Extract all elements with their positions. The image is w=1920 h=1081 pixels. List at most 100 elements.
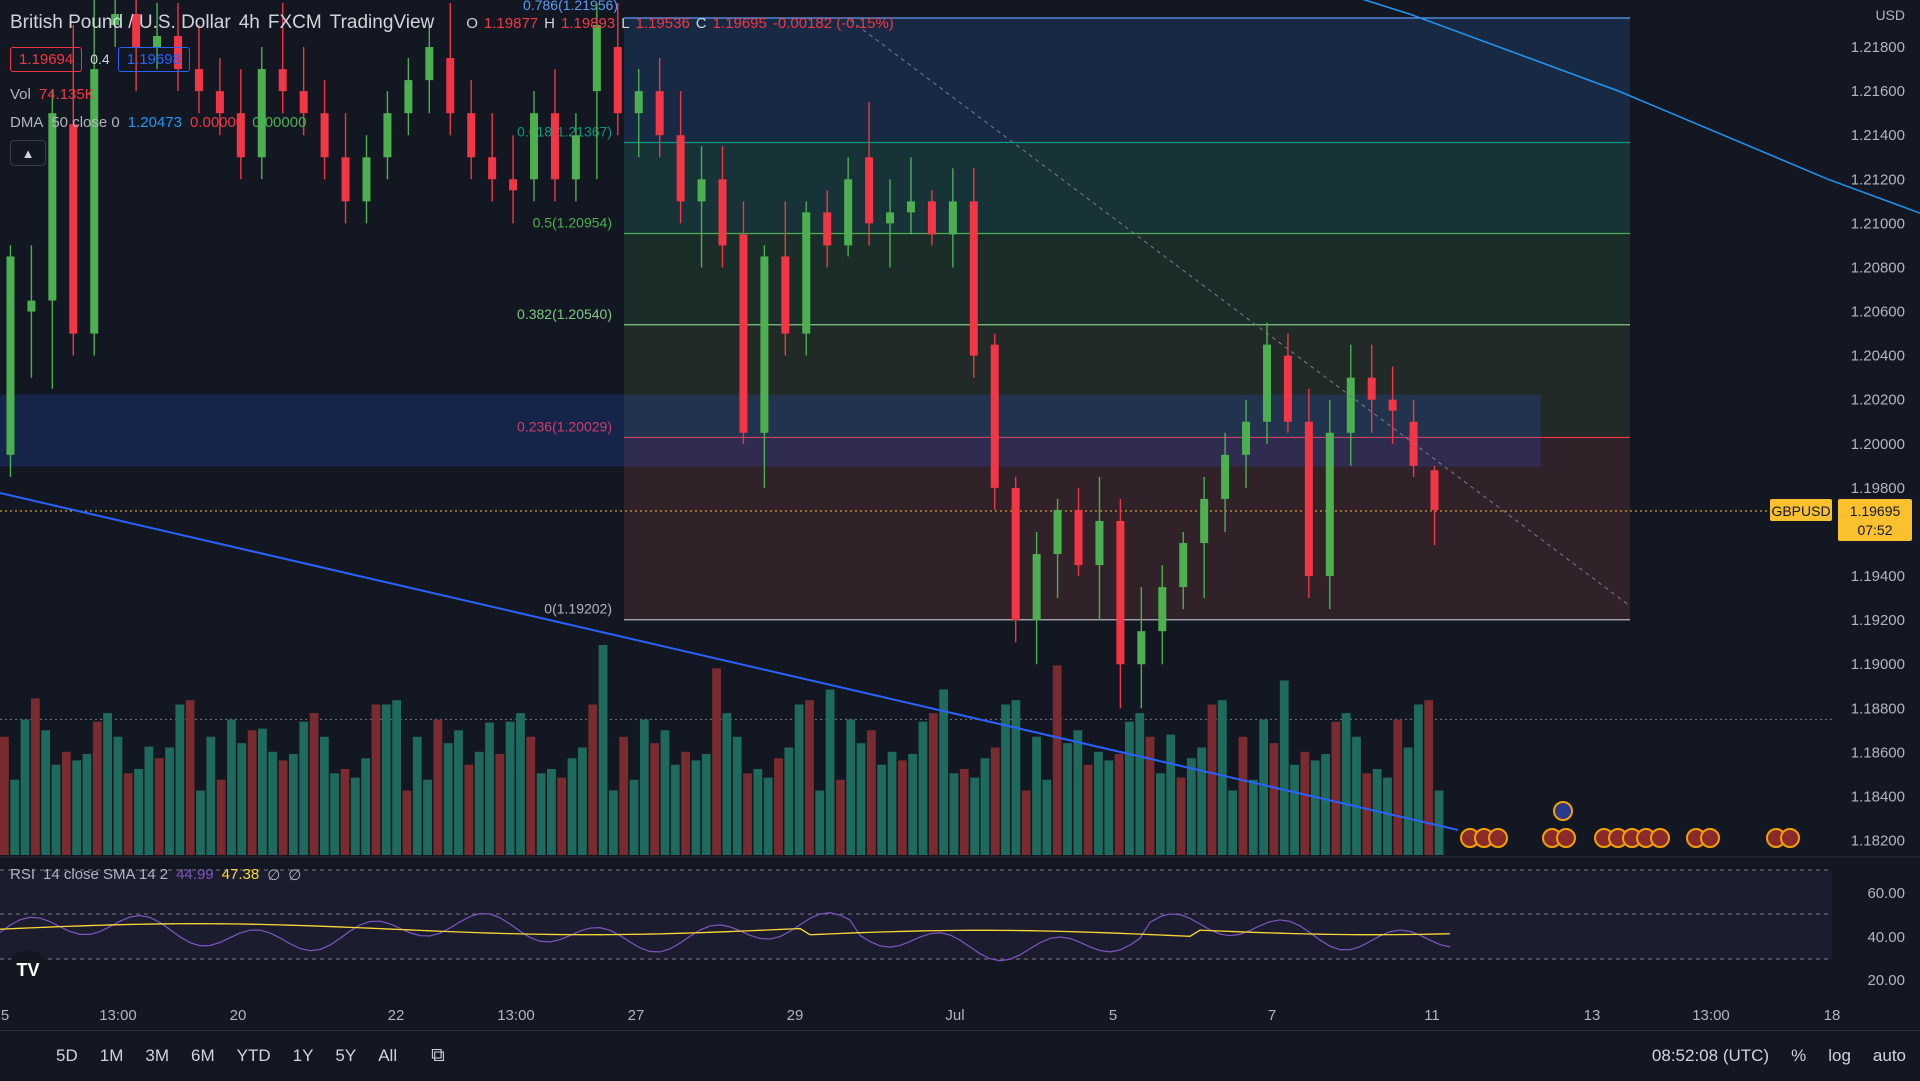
volume-bar — [743, 773, 752, 855]
percent-toggle[interactable]: % — [1791, 1046, 1807, 1065]
price-tick-label: 1.19000 — [1851, 656, 1905, 673]
volume-bar — [1083, 764, 1093, 855]
candle-body — [634, 91, 643, 114]
price-tick-label: 1.19800 — [1851, 480, 1905, 497]
date-range-icon[interactable]: ⧉ — [431, 1045, 445, 1066]
candle-body — [341, 157, 350, 202]
timeframe-6m[interactable]: 6M — [190, 1046, 215, 1065]
collapse-legend-button[interactable]: ▲ — [10, 140, 46, 166]
fib-level-label: 0.382(1.20540) — [517, 306, 612, 322]
time-axis[interactable]: 5 13:00 20 22 13:00 27 29 Jul 5 7 11 13 13:00 18 — [1, 1007, 1841, 1024]
rsi-value: 44.99 — [176, 866, 214, 883]
volume-bar — [1424, 700, 1434, 855]
volume-bar — [1217, 700, 1227, 855]
timeframe-5d[interactable]: 5D — [56, 1046, 78, 1065]
symbol-title[interactable]: British Pound / U.S. Dollar — [10, 12, 231, 33]
ohlc-values: O 1.19877 H 1.19893 L 1.19536 C 1.19695 -0.0… — [466, 15, 894, 32]
volume-bar — [495, 753, 505, 855]
ohlc-open-key: O — [466, 14, 478, 32]
sell-button[interactable]: 1.19694 — [10, 46, 83, 72]
volume-bar — [1352, 736, 1361, 855]
log-toggle[interactable]: log — [1828, 1046, 1851, 1065]
volume-bar — [464, 764, 474, 855]
volume-bar — [82, 753, 92, 855]
price-tick-label: 1.21600 — [1851, 83, 1905, 100]
timeframe-5y[interactable]: 5Y — [335, 1046, 357, 1065]
time-tick-label: 7 — [1268, 1007, 1276, 1024]
volume-legend[interactable]: Vol 74.135K — [10, 80, 894, 108]
volume-bar — [660, 730, 670, 855]
rsi-extra-2: ∅ — [288, 867, 302, 884]
overlay-lines — [0, 0, 1920, 831]
candle-body — [215, 91, 224, 114]
volume-bar — [846, 719, 856, 855]
auto-toggle[interactable]: auto — [1872, 1046, 1906, 1065]
volume-bar — [1300, 751, 1310, 855]
time-tick-label: 22 — [388, 1007, 405, 1024]
volume-bar — [175, 704, 185, 855]
volume-bar — [588, 704, 598, 855]
volume-bar — [1186, 758, 1196, 855]
volume-bar — [774, 758, 783, 855]
economic-events[interactable] — [1460, 801, 1800, 848]
spread-value: 0.4 — [90, 51, 110, 67]
candle-body — [1032, 554, 1041, 621]
candle-body — [1011, 487, 1020, 621]
dma-params: 50 close 0 — [51, 113, 120, 131]
candle-body — [1325, 432, 1334, 577]
volume-bar — [897, 760, 907, 855]
volume-bar — [557, 777, 567, 855]
price-tick-label: 1.20400 — [1851, 348, 1905, 365]
tradingview-logo-icon[interactable]: TV — [8, 950, 48, 990]
volume-bar — [350, 777, 360, 855]
timeframe-1m[interactable]: 1M — [99, 1046, 124, 1065]
candle-body — [1074, 509, 1083, 566]
volume-bar — [887, 751, 897, 855]
volume-bar — [1197, 747, 1207, 855]
fibonacci-retracement[interactable]: 0.786(1.21956) 0.618(1.21367) 0.5(1.20954)… — [0, 0, 1630, 621]
volume-bar — [92, 721, 102, 855]
timeframe-3m[interactable]: 3M — [145, 1046, 169, 1065]
candle-body — [425, 47, 434, 81]
volume-bar — [185, 700, 195, 855]
timeframe-ytd[interactable]: YTD — [236, 1046, 271, 1065]
volume-bar — [608, 790, 618, 855]
rsi-pane: 60.00 40.00 20.00 — [0, 856, 1920, 989]
candle-body — [969, 201, 978, 356]
rsi-line — [0, 912, 1451, 962]
volume-bar — [1321, 753, 1330, 855]
rsi-extra-1: ∅ — [267, 867, 281, 884]
volume-bar — [732, 736, 742, 855]
volume-bar — [216, 779, 226, 855]
volume-bar — [1259, 719, 1268, 855]
volume-bar — [454, 730, 463, 855]
volume-bar — [371, 704, 381, 855]
timeframe-1y[interactable]: 1Y — [292, 1046, 314, 1065]
volume-bar — [474, 751, 484, 855]
dma-label: DMA — [10, 113, 44, 131]
candle-body — [592, 25, 601, 92]
volume-bar — [1331, 721, 1341, 855]
candle-body — [488, 157, 497, 180]
timeframe-all[interactable]: All — [378, 1046, 398, 1065]
clock-display[interactable]: 08:52:08 (UTC) — [1651, 1046, 1770, 1065]
exchange-label: FXCM — [267, 12, 322, 33]
volume-bar — [1052, 665, 1062, 855]
volume-bar — [1176, 777, 1186, 855]
volume-bar — [516, 713, 525, 855]
candle-body — [236, 113, 245, 158]
buy-button[interactable]: 1.19698 — [117, 46, 190, 72]
candle-body — [823, 212, 832, 246]
candle-body — [174, 36, 183, 70]
price-axis[interactable]: 1.21800 1.21600 1.21400 1.21200 1.21000 1.208… — [1770, 7, 1912, 850]
volume-bar — [980, 758, 990, 855]
price-tick-label: 1.20000 — [1851, 436, 1905, 453]
volume-bar — [1094, 751, 1103, 855]
volume-bar — [712, 668, 721, 855]
dma-legend[interactable]: DMA 50 close 0 1.20473 0.00000 0.00000 — [10, 108, 894, 136]
volume-bar — [1279, 680, 1289, 855]
interval-label[interactable]: 4h — [238, 12, 260, 33]
time-tick-label: Jul — [945, 1007, 964, 1024]
rsi-legend[interactable]: RSI 14 close SMA 14 2 44.99 47.38 ∅ ∅ — [10, 866, 301, 884]
